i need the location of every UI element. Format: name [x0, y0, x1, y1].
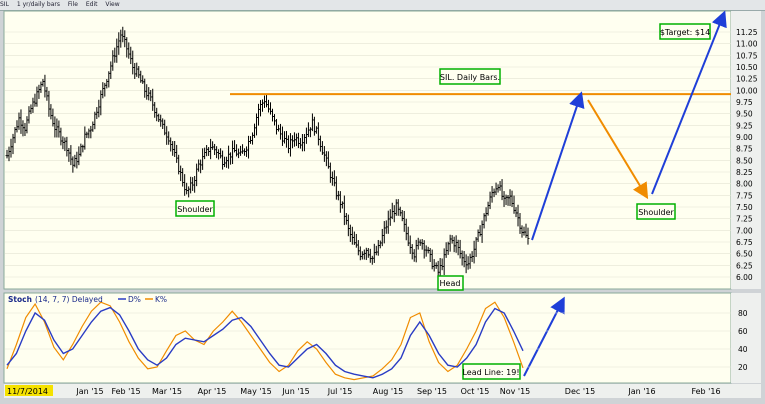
- price-tick-label: 6.50: [736, 250, 753, 259]
- start-date-label: 11/7/2014: [7, 387, 48, 396]
- x-axis-months: Jan '15 Feb '15 Mar '15 Apr '15 May '15 Jun '…: [75, 387, 720, 396]
- price-tick-label: 10.50: [736, 63, 758, 72]
- lead-line-text: Lead Line: 19!: [462, 368, 519, 377]
- head-box: Head: [437, 275, 464, 291]
- price-tick-label: 10.00: [736, 86, 758, 95]
- head-text: Head: [440, 279, 461, 288]
- right-shoulder-box: Shoulder: [636, 203, 676, 220]
- price-grid: [5, 31, 731, 278]
- x-axis-strip: [4, 384, 761, 398]
- price-y-axis: 6.00 6.25 6.50 6.75 7.00 7.25 7.50 7.75 8.00 8.25…: [736, 28, 758, 282]
- legend-d: D%: [128, 295, 141, 304]
- price-tick-label: 9.25: [736, 121, 753, 130]
- timeframe-dropdown[interactable]: 1 yr/daily bars: [16, 1, 60, 8]
- projection-arrow-up-1: [531, 91, 585, 241]
- price-tick-label: 11.00: [736, 40, 758, 49]
- price-tick-label: 6.75: [736, 238, 753, 247]
- x-month-label: Dec '15: [565, 387, 595, 396]
- title-box: SIL. Daily Bars.: [439, 68, 501, 85]
- price-tick-label: 9.00: [736, 133, 753, 142]
- symbol-label[interactable]: SIL: [0, 1, 9, 8]
- projection-arrow-down: [587, 99, 649, 200]
- price-tick-label: 8.00: [736, 180, 753, 189]
- stoch-title-text: Stoch: [8, 295, 32, 304]
- price-tick-label: 9.75: [736, 98, 753, 107]
- price-bar: [526, 227, 530, 245]
- price-tick-label: 8.25: [736, 168, 753, 177]
- x-month-label: Aug '15: [373, 387, 404, 396]
- price-tick-label: 8.50: [736, 156, 753, 165]
- x-month-label: Sep '15: [417, 387, 447, 396]
- legend-k: K%: [155, 295, 167, 304]
- x-month-label: Apr '15: [198, 387, 227, 396]
- price-tick-label: 10.25: [736, 75, 758, 84]
- x-month-label: Feb '15: [111, 387, 140, 396]
- price-tick-label: 9.50: [736, 110, 753, 119]
- target-box-text: $Target: $14: [660, 28, 710, 37]
- x-month-label: Mar '15: [152, 387, 182, 396]
- stoch-d-line: [6, 306, 524, 379]
- stoch-k-line: [6, 301, 524, 381]
- price-tick-label: 7.75: [736, 191, 753, 200]
- price-stoch-chart: 6.00 6.25 6.50 6.75 7.00 7.25 7.50 7.75 8.00 8.25…: [3, 10, 761, 398]
- price-tick-label: 7.25: [736, 215, 753, 224]
- stoch-axis-strip: [731, 293, 761, 383]
- stoch-grid: [5, 312, 731, 368]
- price-panel-background: [3, 10, 732, 290]
- stoch-tick-label: 60: [738, 327, 748, 336]
- price-tick-label: 6.25: [736, 261, 753, 270]
- x-month-label: Oct '15: [461, 387, 490, 396]
- menu-edit[interactable]: Edit: [85, 1, 98, 8]
- stoch-tick-label: 20: [738, 363, 748, 372]
- left-shoulder-text: Shoulder: [177, 205, 213, 214]
- price-tick-label: 10.75: [736, 51, 758, 60]
- x-month-label: Jan '15: [75, 387, 103, 396]
- price-tick-label: 7.00: [736, 226, 753, 235]
- title-box-text: SIL. Daily Bars.: [440, 73, 500, 82]
- x-month-label: Nov '15: [500, 387, 531, 396]
- x-month-label: May '15: [240, 387, 271, 396]
- stoch-projection-arrow: [523, 296, 565, 377]
- price-tick-label: 11.25: [736, 28, 758, 37]
- menu-view[interactable]: View: [105, 1, 120, 8]
- stoch-title: Stoch (14, 7, 7) Delayed D% K%: [8, 295, 167, 304]
- stoch-tick-label: 80: [738, 309, 748, 318]
- x-month-label: Jun '15: [281, 387, 309, 396]
- stoch-y-axis: 20 40 60 80: [738, 309, 748, 372]
- price-tick-label: 7.50: [736, 203, 753, 212]
- lead-line-box: Lead Line: 19!: [462, 363, 521, 380]
- price-bars: [5, 26, 530, 280]
- projection-arrow-up-2: [651, 10, 727, 195]
- left-shoulder-box: Shoulder: [175, 200, 215, 217]
- start-date-highlight: [5, 385, 53, 396]
- price-tick-label: 8.75: [736, 145, 753, 154]
- stoch-panel-background: [3, 292, 732, 384]
- stoch-tick-label: 40: [738, 345, 748, 354]
- x-month-label: Feb '16: [691, 387, 720, 396]
- x-month-label: Jul '15: [327, 387, 353, 396]
- menu-file[interactable]: File: [67, 1, 78, 8]
- price-axis-strip: [731, 11, 761, 289]
- stoch-params: (14, 7, 7) Delayed: [35, 295, 103, 304]
- price-tick-label: 6.00: [736, 273, 753, 282]
- x-month-label: Jan '16: [627, 387, 655, 396]
- right-shoulder-text: Shoulder: [638, 208, 674, 217]
- target-box: $Target: $14: [659, 23, 711, 40]
